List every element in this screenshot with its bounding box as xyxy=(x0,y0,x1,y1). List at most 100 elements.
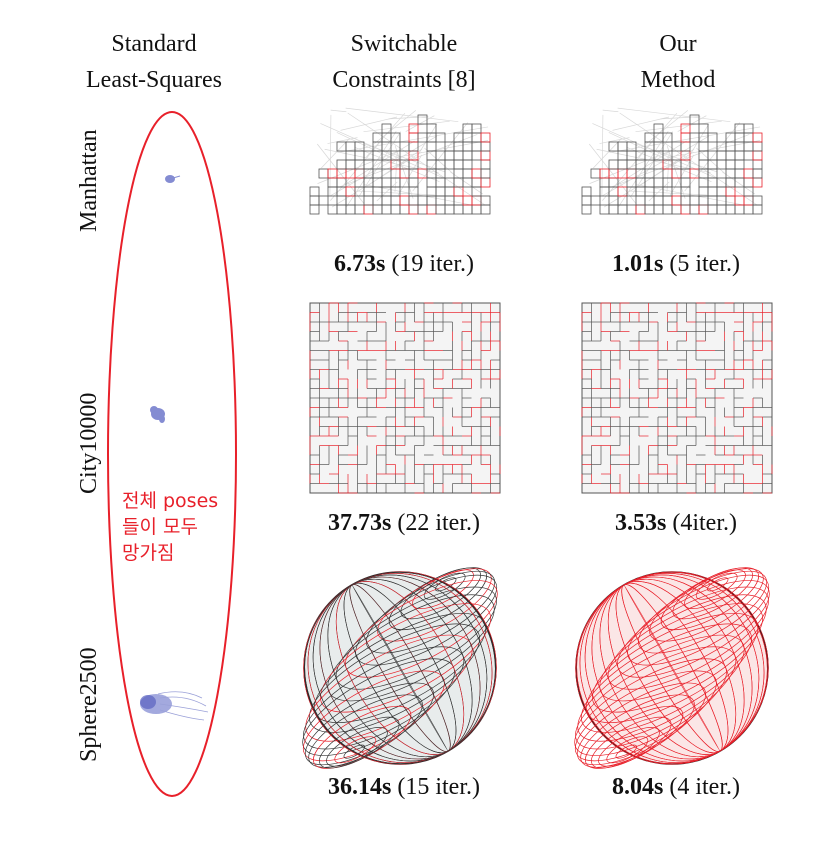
grid-cell xyxy=(471,177,482,188)
grid-cell xyxy=(581,204,592,215)
sphere-latitude xyxy=(319,716,400,769)
grid-cell xyxy=(345,159,356,170)
grid-cell xyxy=(435,204,446,215)
grid-cell xyxy=(309,195,320,206)
iter-value: (19 iter.) xyxy=(391,251,474,277)
grid-cell xyxy=(408,204,419,215)
grid-cell xyxy=(653,177,664,188)
column-header-line1: Our xyxy=(659,31,697,57)
grid-cell xyxy=(435,177,446,188)
loop-edge xyxy=(609,126,761,153)
loop-edge xyxy=(636,184,743,206)
loop-edge xyxy=(612,116,670,131)
sphere-latitude xyxy=(637,570,768,654)
sphere-latitude xyxy=(574,670,717,762)
time-value: 3.53s xyxy=(615,510,667,536)
grid-cell xyxy=(408,168,419,179)
grid-cell xyxy=(435,186,446,197)
grid-cell xyxy=(734,150,745,161)
loop-edge xyxy=(412,122,469,192)
city10000-ours-figure xyxy=(581,302,773,494)
grid-cell xyxy=(725,204,736,215)
loop-edge xyxy=(329,158,396,197)
loop-edge xyxy=(663,135,710,164)
grid-cell xyxy=(408,123,419,134)
grid-cell xyxy=(752,168,763,179)
grid-cell xyxy=(426,150,437,161)
grid-cell xyxy=(435,159,446,170)
grid-cell xyxy=(599,177,610,188)
grid-cell xyxy=(734,168,745,179)
grid-cell xyxy=(480,159,491,170)
grid-cell xyxy=(662,150,673,161)
grid-cell xyxy=(644,186,655,197)
loop-edge xyxy=(450,171,484,195)
grid-cell xyxy=(752,204,763,215)
loop-edge xyxy=(358,131,402,197)
loop-edge xyxy=(364,143,446,173)
grid-cell xyxy=(617,204,628,215)
grid-cell xyxy=(716,150,727,161)
sphere-latitude xyxy=(627,574,770,666)
loop-edge xyxy=(394,145,414,199)
grid-cell xyxy=(635,195,646,206)
loop-edge xyxy=(660,116,701,120)
grid-cell xyxy=(707,132,718,143)
grid-cell xyxy=(462,150,473,161)
grid-cell xyxy=(327,204,338,215)
city10000-switchable-figure xyxy=(309,302,501,494)
grid-cell xyxy=(590,168,601,179)
grid-cell xyxy=(390,204,401,215)
grid-cell xyxy=(462,132,473,143)
grid-cell xyxy=(390,132,401,143)
grid-cell xyxy=(363,204,374,215)
sphere-meridian xyxy=(576,571,768,765)
grid-cell xyxy=(707,186,718,197)
grid-cell xyxy=(662,195,673,206)
grid-cell xyxy=(462,204,473,215)
grid-cell xyxy=(453,150,464,161)
grid-cell xyxy=(752,132,763,143)
grid-cell xyxy=(743,150,754,161)
grid-cell xyxy=(680,132,691,143)
grid-cell xyxy=(752,141,763,152)
grid-cell xyxy=(689,195,700,206)
sphere-latitude xyxy=(598,727,660,767)
grid-cell xyxy=(345,204,356,215)
grid-cell xyxy=(662,204,673,215)
loop-edge xyxy=(619,112,758,206)
sphere-latitude xyxy=(335,586,497,690)
grid-cell xyxy=(689,204,700,215)
grid-cell xyxy=(725,186,736,197)
column-header-ours: Our Method xyxy=(568,26,788,98)
column-header-switchable: Switchable Constraints [8] xyxy=(294,26,514,98)
grid-cell xyxy=(608,159,619,170)
grid-cell xyxy=(444,204,455,215)
grid-cell xyxy=(707,195,718,206)
grid-cell xyxy=(399,195,410,206)
loop-edge xyxy=(364,184,471,206)
grid-cell xyxy=(471,168,482,179)
grid-cell xyxy=(408,195,419,206)
loop-edge xyxy=(648,181,670,202)
loop-edge xyxy=(666,140,760,158)
grid-cell xyxy=(471,150,482,161)
sphere-latitude xyxy=(607,586,769,690)
grid-cell xyxy=(725,159,736,170)
grid-cell xyxy=(734,132,745,143)
row-label-sphere2500: Sphere2500 xyxy=(76,647,102,762)
grid-cell xyxy=(653,195,664,206)
grid-cell xyxy=(345,186,356,197)
grid-cell xyxy=(734,204,745,215)
grid-cell xyxy=(381,204,392,215)
grid-cell xyxy=(480,168,491,179)
loop-edge xyxy=(602,109,619,113)
collapsed-cluster-city10000 xyxy=(150,406,165,423)
grid-cell xyxy=(462,168,473,179)
grid-cell xyxy=(590,195,601,206)
grid-cell xyxy=(680,123,691,134)
grid-cell xyxy=(318,195,329,206)
grid-cell xyxy=(354,141,365,152)
loop-edge xyxy=(327,137,358,144)
caption-city10000-ours: 3.53s (4iter.) xyxy=(556,510,796,537)
